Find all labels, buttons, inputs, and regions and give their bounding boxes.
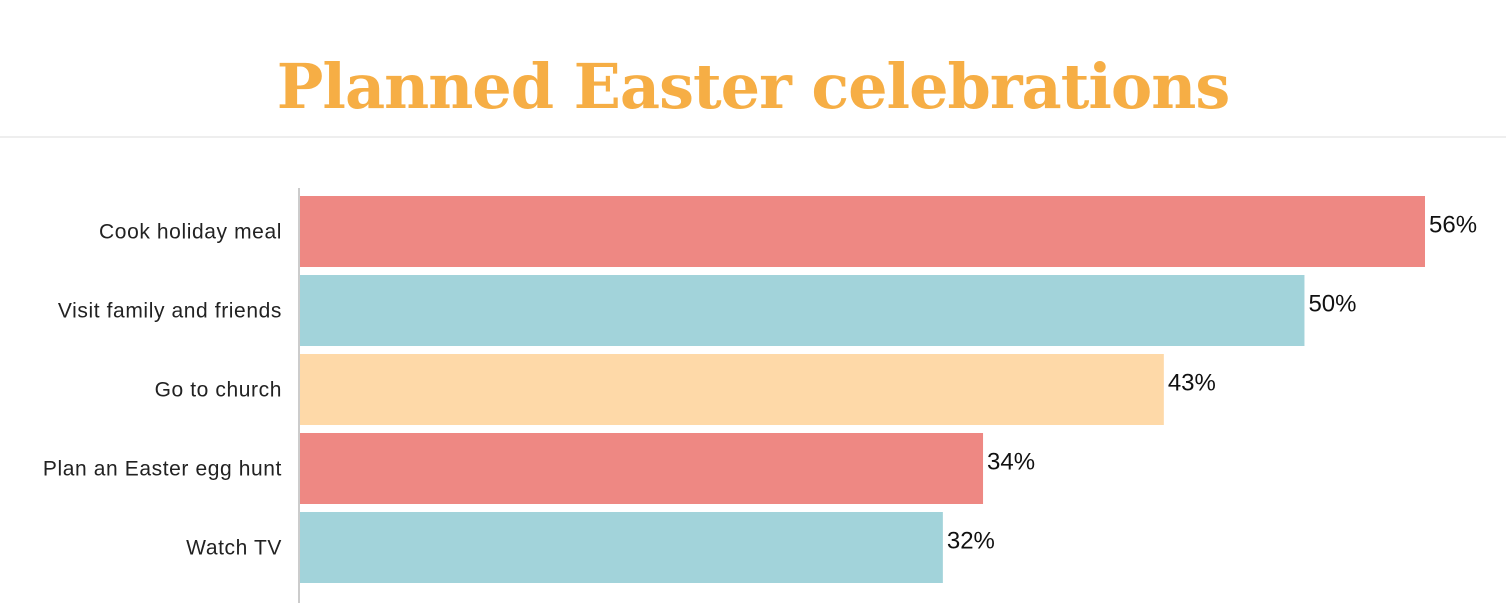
category-label-4: Watch TV	[186, 537, 282, 560]
bar-1	[300, 275, 1305, 346]
category-label-2: Go to church	[155, 379, 282, 402]
chart-title: Planned Easter celebrations	[276, 50, 1230, 123]
bar-4	[300, 512, 943, 583]
category-label-1: Visit family and friends	[58, 300, 282, 323]
value-label-0: 56%	[1429, 212, 1477, 239]
value-label-3: 34%	[987, 449, 1035, 476]
value-label-4: 32%	[947, 528, 995, 555]
title-divider	[0, 136, 1506, 138]
category-label-3: Plan an Easter egg hunt	[43, 458, 282, 481]
value-label-1: 50%	[1308, 291, 1356, 318]
bar-0	[300, 196, 1425, 267]
category-label-0: Cook holiday meal	[99, 221, 282, 244]
bar-3	[300, 433, 984, 504]
value-label-2: 43%	[1168, 370, 1216, 397]
bar-2	[300, 354, 1164, 425]
